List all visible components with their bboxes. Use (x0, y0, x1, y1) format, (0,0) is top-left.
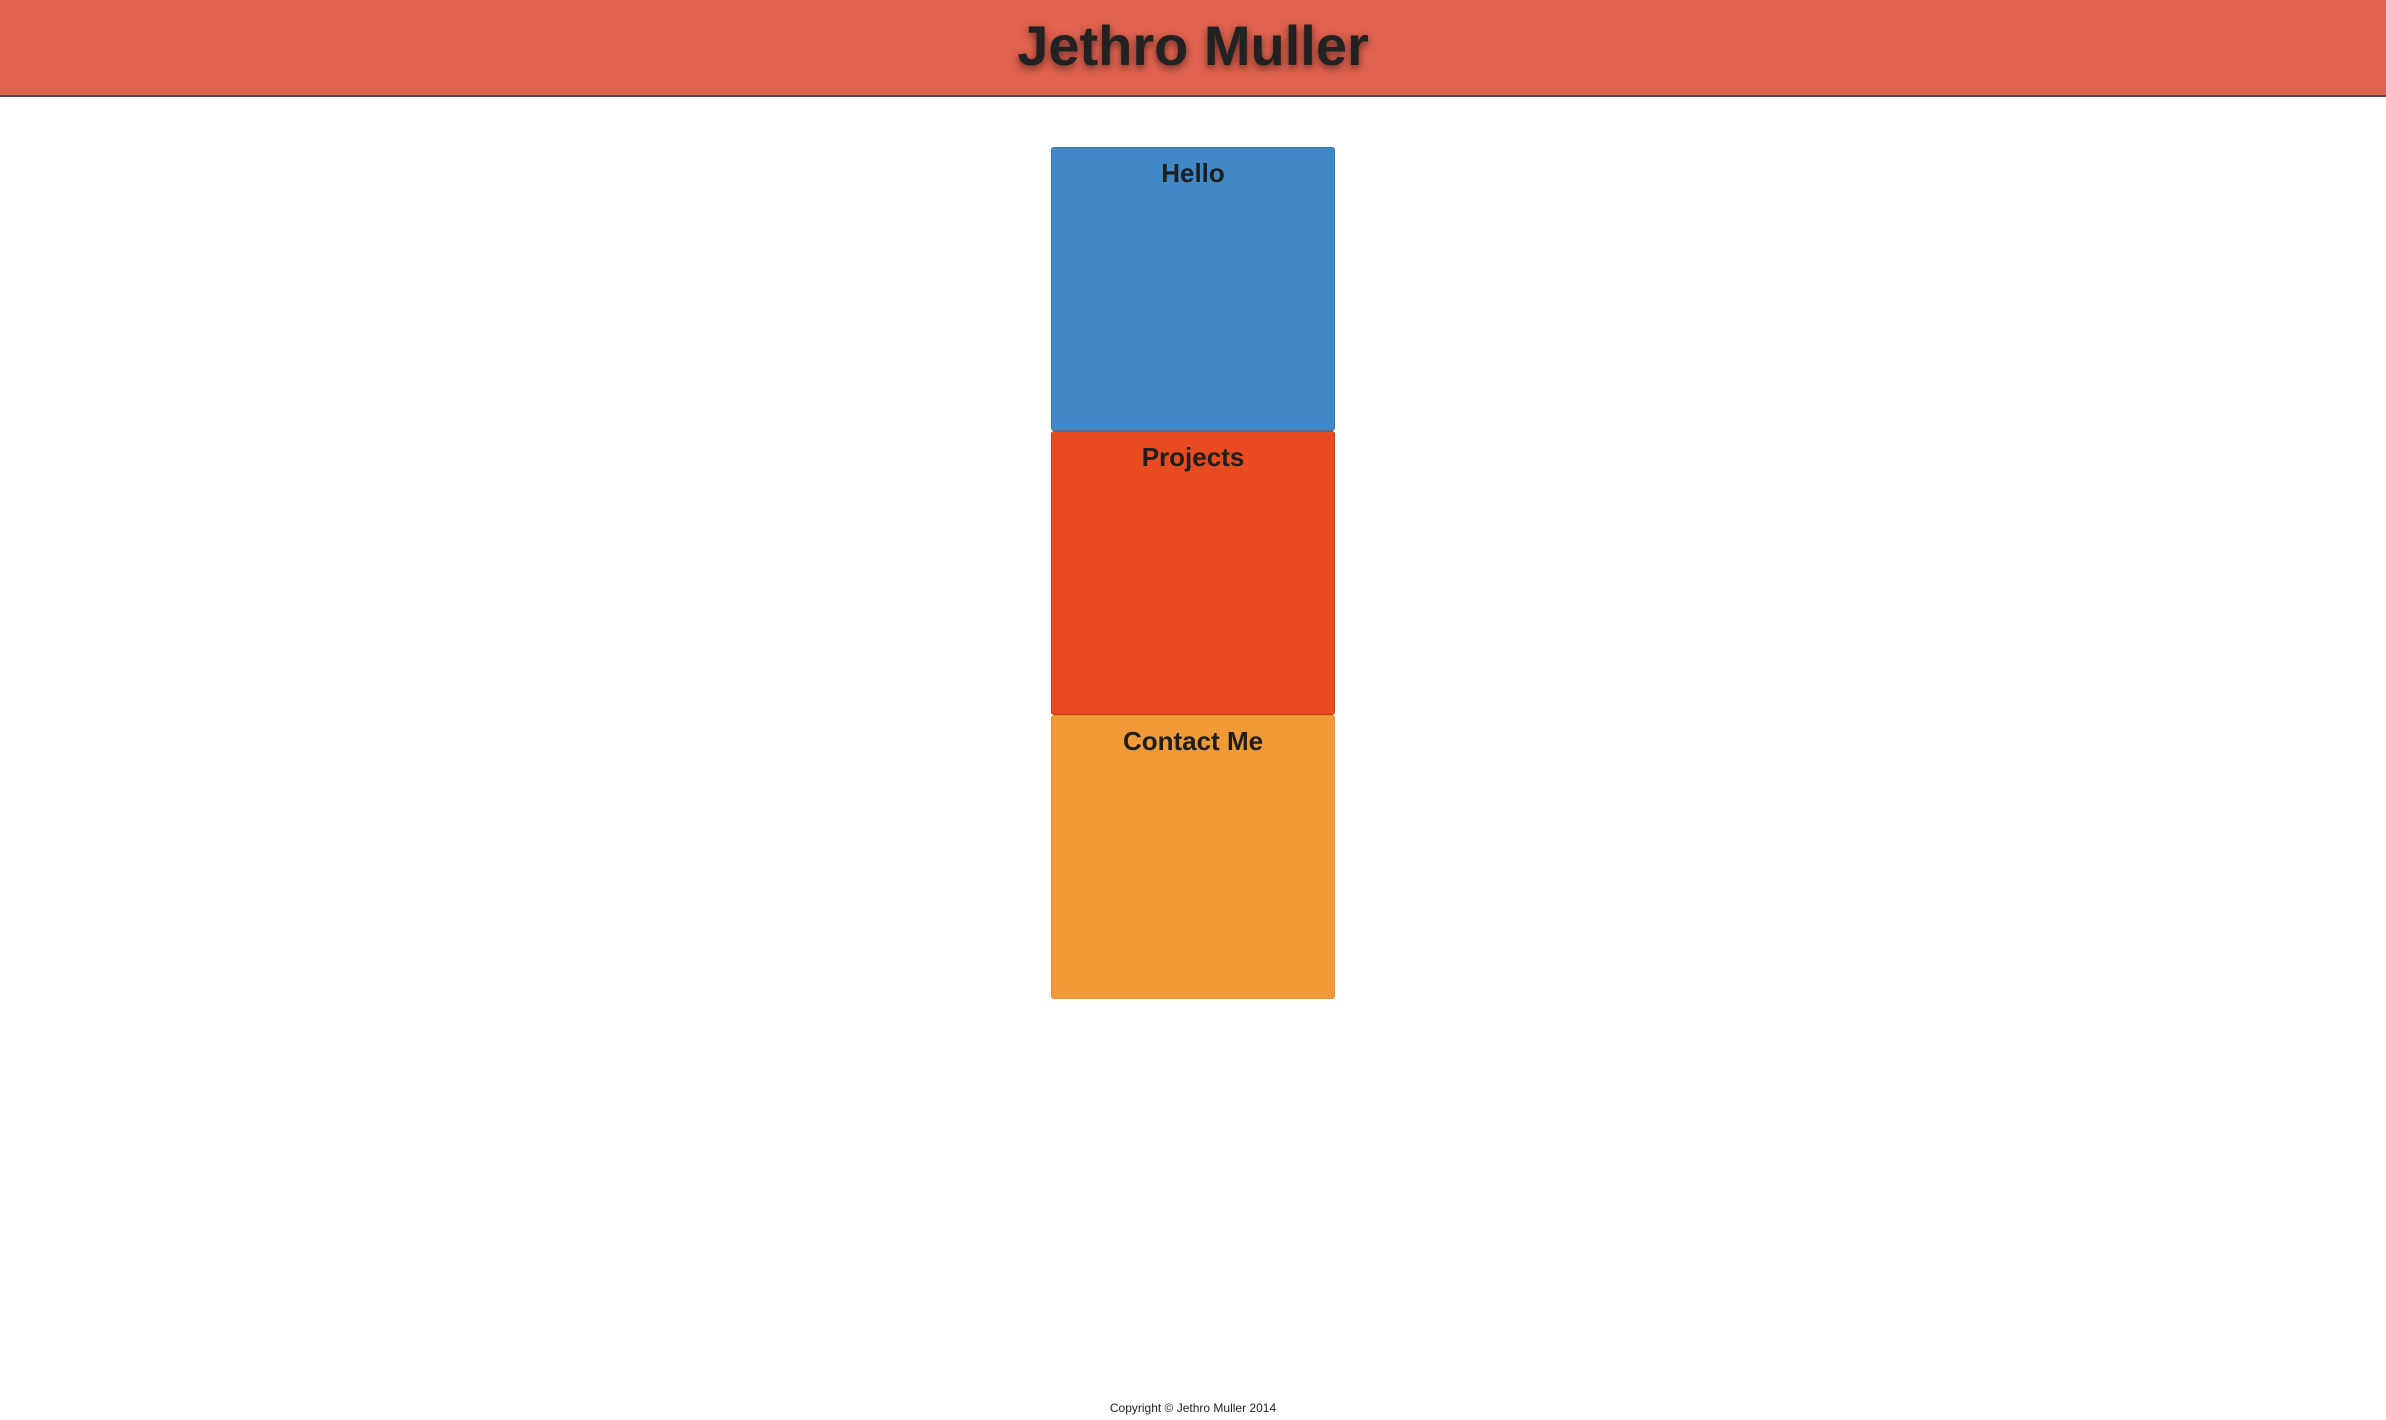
site-title: Jethro Muller (1017, 14, 1369, 77)
tile-contact-me[interactable]: Contact Me (1051, 715, 1335, 999)
tile-contact-me-title: Contact Me (1122, 726, 1264, 756)
tile-hello[interactable]: Hello (1051, 147, 1335, 431)
site-header: Jethro Muller (0, 0, 2386, 97)
tile-projects-title: Projects (1141, 442, 1245, 472)
footer-copyright: Copyright © Jethro Muller 2014 (1109, 1401, 1277, 1415)
tile-hello-title: Hello (1161, 158, 1225, 188)
tile-projects[interactable]: Projects (1051, 431, 1335, 715)
